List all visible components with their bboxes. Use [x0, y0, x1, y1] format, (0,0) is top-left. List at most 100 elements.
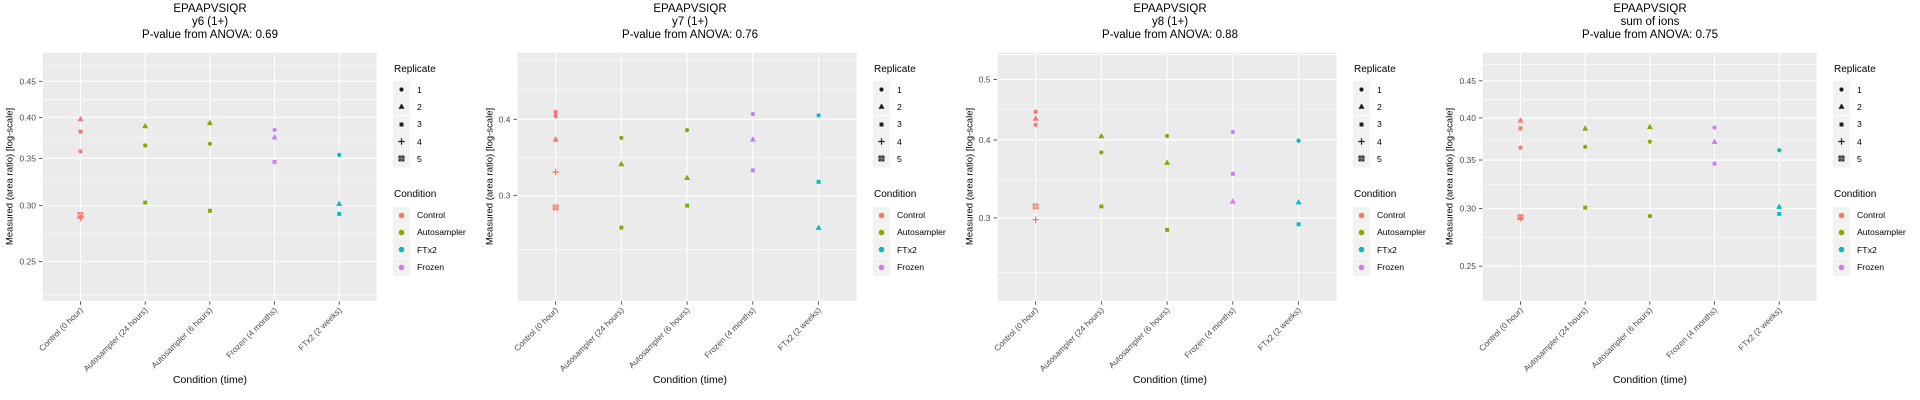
axis-tick-marks — [1479, 80, 1780, 305]
legend-item: Control — [1353, 206, 1441, 224]
legend-item: 1 — [873, 81, 961, 99]
x-tick-label: Control (0 hour) — [992, 305, 1040, 353]
triangle-icon — [873, 98, 890, 116]
legend-item: 3 — [393, 115, 481, 133]
square-cross-icon — [393, 150, 410, 168]
legend-label: FTx2 — [417, 244, 437, 255]
y-tick-label: 0.40 — [19, 112, 36, 122]
legend-label: 4 — [1377, 136, 1382, 147]
condition-color-icon — [1833, 241, 1850, 259]
plus-icon — [873, 133, 890, 151]
legend-item: 1 — [1833, 81, 1920, 99]
legend-label: Frozen — [897, 262, 925, 273]
legend-label: Frozen — [1857, 262, 1885, 273]
x-tick-label: Autosampler (6 hours) — [1106, 305, 1171, 370]
legend-item: Control — [393, 206, 481, 224]
x-tick-labels: Control (0 hour)Autosampler (24 hours) Au… — [992, 305, 1303, 374]
x-axis-title: Condition (time) — [652, 374, 728, 386]
legend-item: 5 — [1833, 150, 1920, 168]
legend-label: 5 — [417, 153, 422, 164]
legend-label: 1 — [417, 84, 422, 95]
condition-color-icon — [873, 223, 890, 241]
plot-subtitle: sum of ions — [1620, 16, 1680, 28]
y-tick-label: 0.35 — [19, 153, 36, 163]
y-tick-label: 0.4 — [979, 135, 991, 145]
legend-title-condition: Condition — [394, 189, 437, 201]
y-tick-labels: 0.25 0.30 0.35 0.40 0.45 — [19, 76, 36, 266]
legend-label: Frozen — [417, 262, 445, 273]
legend-label: Control — [417, 210, 446, 221]
triangle-icon — [1353, 98, 1370, 116]
y-tick-label: 0.3 — [979, 213, 991, 223]
condition-color-icon — [1833, 258, 1850, 276]
circle-icon — [393, 81, 410, 99]
y-tick-label: 0.45 — [1459, 76, 1476, 86]
legend-item: FTx2 — [1353, 241, 1441, 259]
x-tick-label: Autosampler (24 hours) — [1037, 305, 1106, 374]
legend-label: 3 — [1377, 119, 1382, 130]
condition-color-icon — [1833, 206, 1850, 224]
x-tick-label: Autosampler (6 hours) — [626, 305, 691, 370]
x-tick-label: Frozen (4 months) — [702, 305, 757, 360]
data-points — [77, 115, 343, 222]
legend-item: Frozen — [393, 258, 481, 276]
legend-item: 4 — [873, 133, 961, 151]
square-icon — [1833, 115, 1850, 133]
legend-item: Frozen — [1353, 258, 1441, 276]
square-cross-icon — [1353, 150, 1370, 168]
square-cross-icon — [1833, 150, 1850, 168]
legend-label: Autosampler — [1857, 227, 1906, 238]
legend: Replicate 1 2 3 4 5 Condition Control Autosample… — [873, 64, 961, 276]
condition-color-icon — [1353, 258, 1370, 276]
plot-stat-line: P-value from ANOVA: 0.69 — [142, 29, 278, 41]
plot-subtitle: y8 (1+) — [1151, 16, 1189, 28]
legend-label: 4 — [897, 136, 902, 147]
legend-label: FTx2 — [1377, 244, 1397, 255]
legend-item: 4 — [1833, 133, 1920, 151]
x-tick-label: Control (0 hour) — [512, 305, 560, 353]
circle-icon — [1833, 81, 1850, 99]
y-tick-label: 0.25 — [1459, 261, 1476, 271]
facet-sum-of-ions: EPAAPVSIQR sum of ions P-value from ANOV… — [1440, 0, 1920, 400]
legend-label: FTx2 — [897, 244, 917, 255]
x-tick-labels: Control (0 hour)Autosampler (24 hours) Au… — [1477, 305, 1784, 374]
plot-title-block: EPAAPVSIQR sum of ions P-value from ANOV… — [1440, 3, 1860, 42]
plot-title: EPAAPVSIQR — [1613, 3, 1687, 15]
legend-label: Autosampler — [897, 227, 946, 238]
legend-item: 3 — [1833, 115, 1920, 133]
y-tick-label: 0.30 — [1459, 204, 1476, 214]
major-gridlines — [43, 52, 377, 301]
legend-label: 1 — [1857, 84, 1862, 95]
legend-label: 2 — [1857, 101, 1862, 112]
y-tick-label: 0.3 — [499, 191, 511, 201]
legend-label: 3 — [897, 119, 902, 130]
x-axis-title: Condition (time) — [1612, 374, 1688, 386]
plot-subtitle: y7 (1+) — [671, 16, 709, 28]
x-tick-label: FTx2 (2 weeks) — [1255, 305, 1303, 353]
axis-tick-marks — [39, 80, 340, 305]
legend-item: 5 — [1353, 150, 1441, 168]
x-tick-label: Frozen (4 months) — [224, 305, 279, 360]
x-tick-label: FTx2 (2 weeks) — [296, 305, 344, 353]
axis-tick-marks — [513, 118, 819, 305]
y-tick-label: 0.5 — [979, 75, 991, 85]
legend-label: 3 — [417, 119, 422, 130]
x-tick-label: Autosampler (6 hours) — [1589, 305, 1654, 370]
legend-title-replicate: Replicate — [874, 64, 916, 75]
legend-item: 4 — [1353, 133, 1441, 151]
plot-title-block: EPAAPVSIQR y8 (1+) P-value from ANOVA: 0… — [960, 3, 1380, 42]
plus-icon — [393, 133, 410, 151]
condition-color-icon — [873, 241, 890, 259]
square-icon — [393, 115, 410, 133]
legend-item: Autosampler — [873, 223, 961, 241]
x-tick-label: Frozen (4 months) — [1182, 305, 1237, 360]
legend-label: 4 — [417, 136, 422, 147]
legend-item: Frozen — [1833, 258, 1920, 276]
plot-title-block: EPAAPVSIQR y7 (1+) P-value from ANOVA: 0… — [480, 3, 900, 42]
legend-label: 2 — [1377, 101, 1382, 112]
legend-item: 5 — [393, 150, 481, 168]
y-tick-labels: 0.3 0.4 0.5 — [979, 75, 991, 223]
legend: Replicate 1 2 3 4 5 Condition Control Autosample… — [1833, 64, 1920, 276]
